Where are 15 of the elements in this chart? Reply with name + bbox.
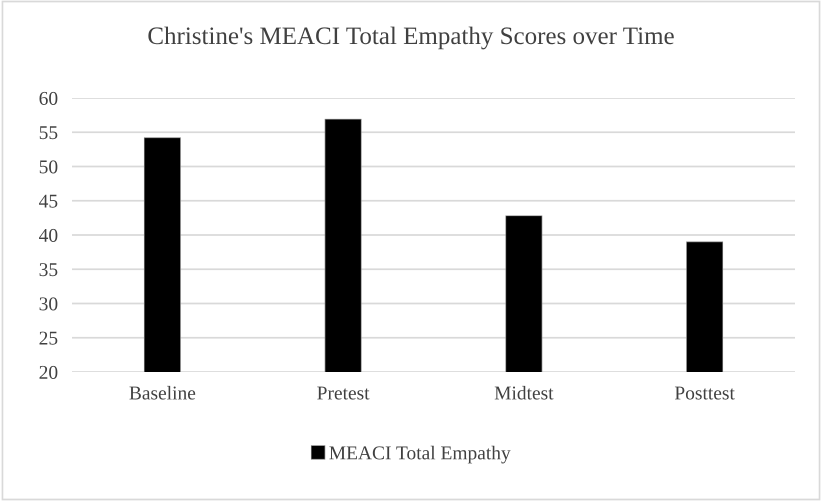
- y-tick-label: 55: [40, 126, 58, 140]
- legend-label: MEACI Total Empathy: [329, 446, 511, 464]
- chart-title: Christine's MEACI Total Empathy Scores over Time: [148, 26, 674, 50]
- y-tick-label: 30: [40, 297, 58, 310]
- x-tick-label: Baseline: [129, 386, 196, 400]
- y-tick-label: 60: [40, 92, 58, 105]
- y-tick-label: 20: [40, 366, 58, 379]
- y-tick-label: 25: [40, 332, 58, 345]
- y-tick-label: 35: [40, 263, 58, 276]
- x-tick-label: Pretest: [317, 386, 370, 400]
- x-tick-label: Midtest: [494, 386, 554, 400]
- y-tick-label: 40: [39, 228, 58, 242]
- y-tick-label: 50: [40, 160, 58, 174]
- x-tick-label: Posttest: [674, 386, 735, 400]
- y-tick-label: 45: [39, 194, 58, 208]
